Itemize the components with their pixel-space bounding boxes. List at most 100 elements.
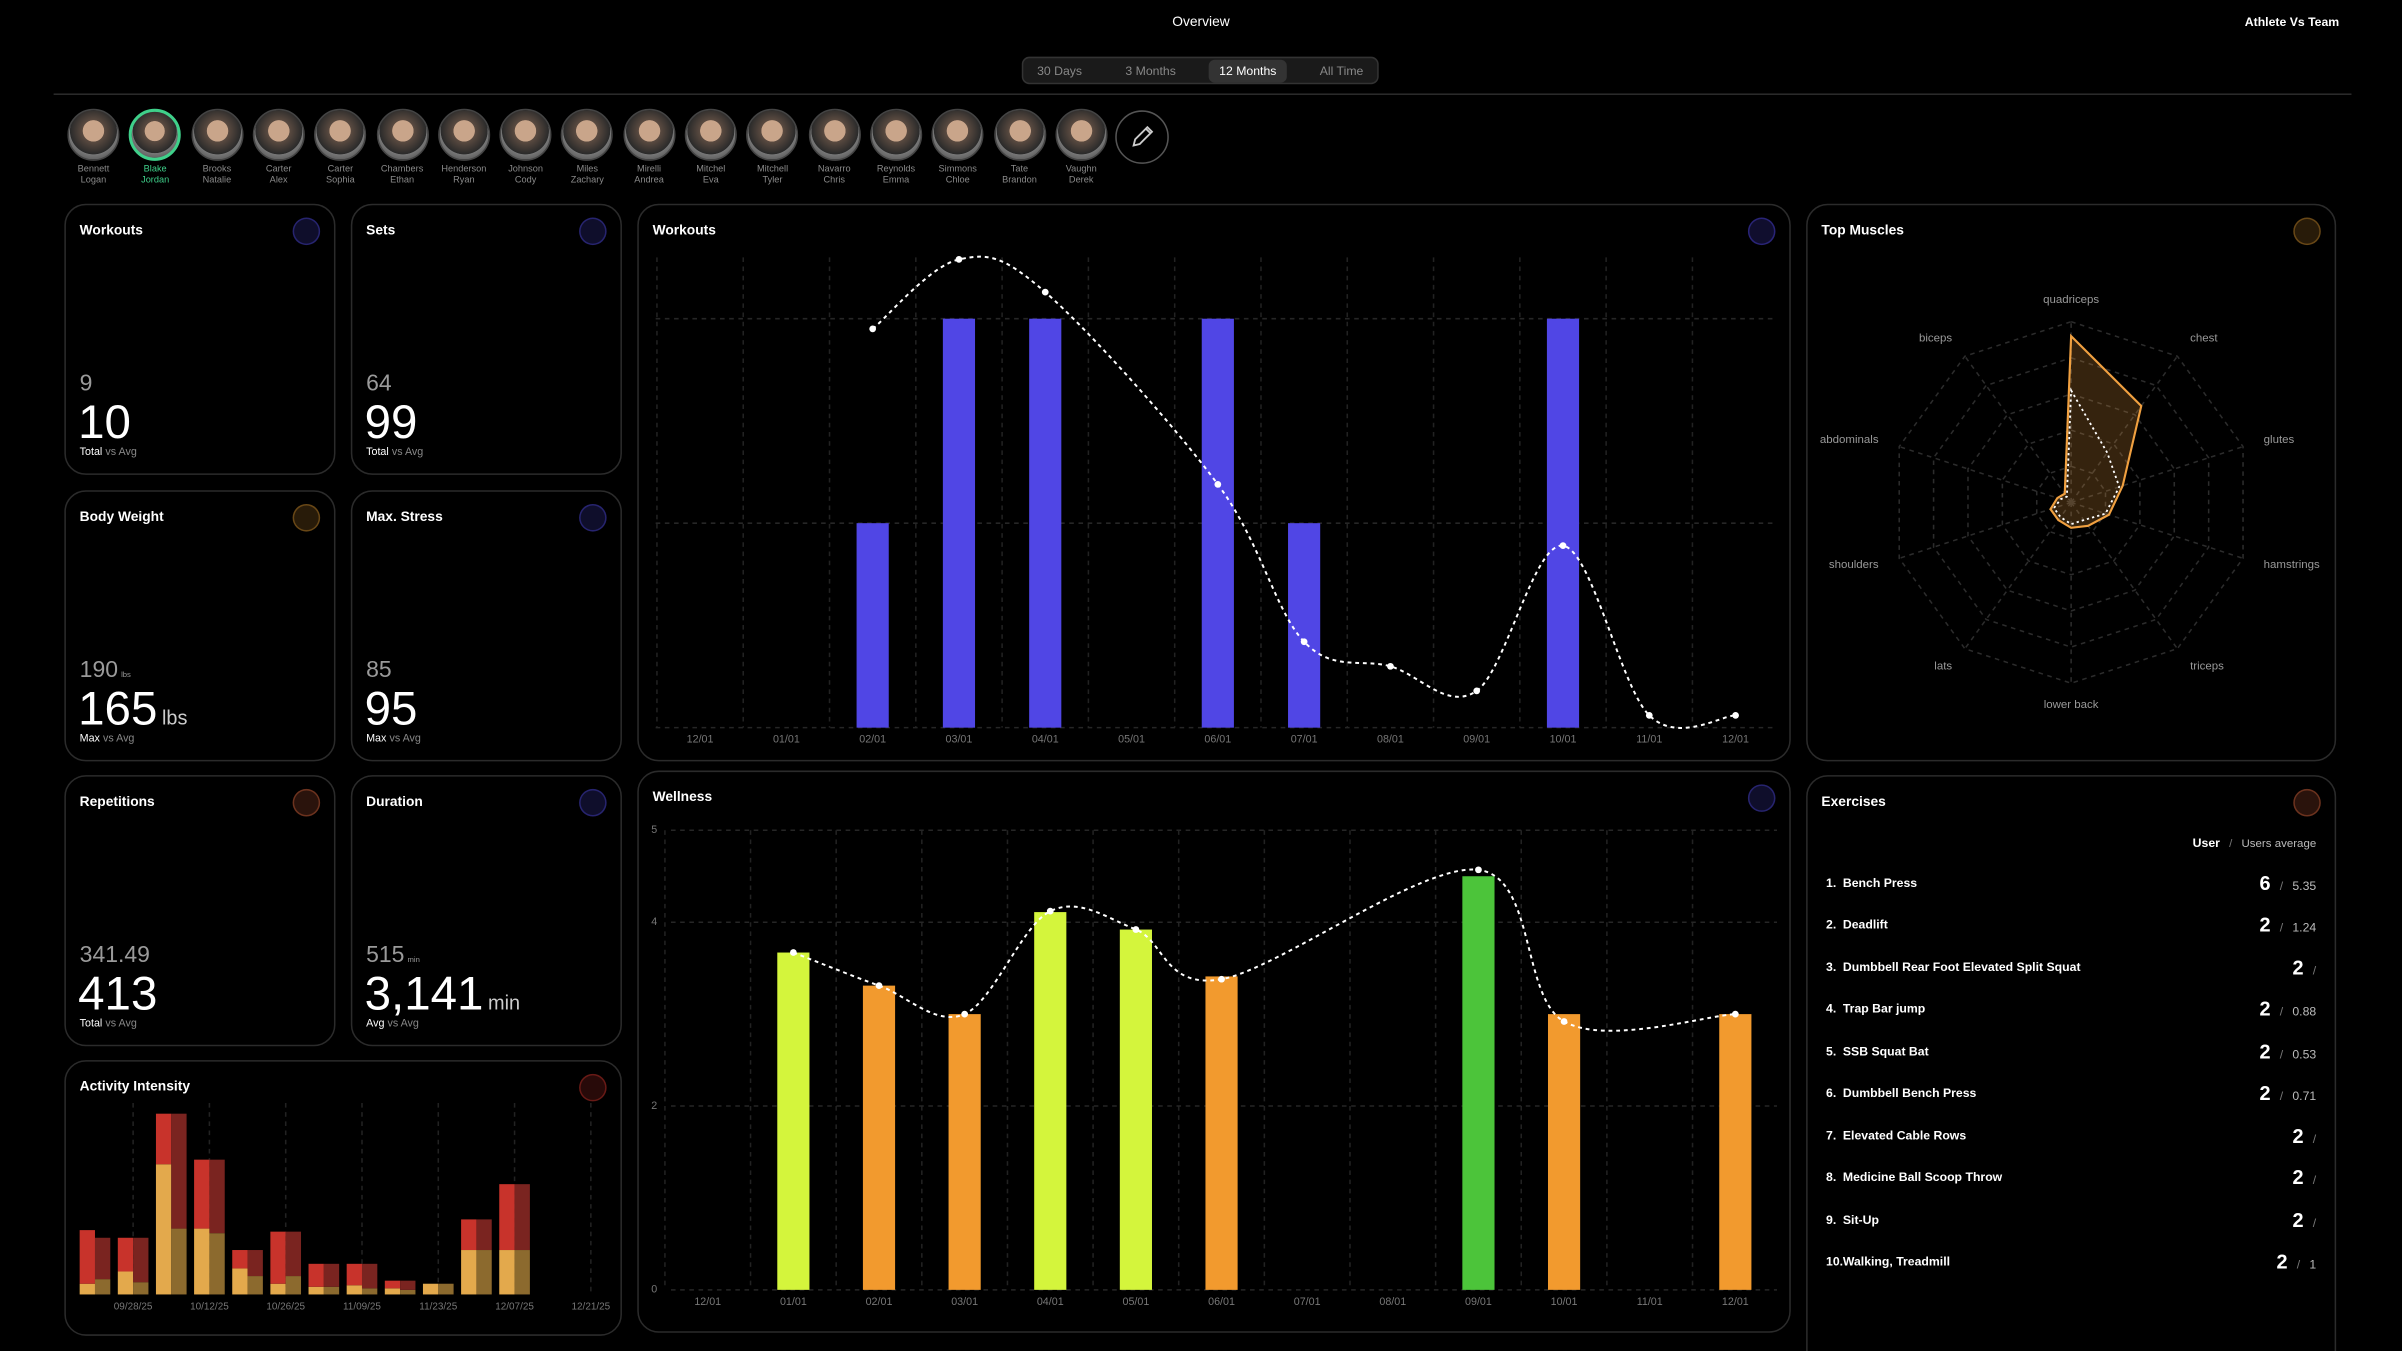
athlete[interactable]: Tate Brandon bbox=[989, 108, 1050, 187]
stat-value: 85 bbox=[366, 657, 392, 684]
card: Top Muscles bbox=[1806, 203, 2337, 762]
exercise-name: Walking, Treadmill bbox=[1842, 1254, 1951, 1269]
athlete-first-name: Chloe bbox=[945, 176, 970, 186]
card-icon bbox=[579, 788, 607, 817]
range-tab[interactable]: 12 Months bbox=[1208, 58, 1288, 82]
athlete[interactable]: Blake Jordan bbox=[125, 108, 186, 187]
exercise-row[interactable]: 6. Dumbbell Bench Press 2 / 0.71 bbox=[1826, 1081, 2316, 1106]
exercise-rank: 3. bbox=[1826, 959, 1837, 974]
athlete-first-name: Sophia bbox=[326, 176, 355, 186]
caption-tail: vs Avg bbox=[387, 1018, 419, 1030]
range-tab[interactable]: All Time bbox=[1319, 63, 1364, 78]
athlete[interactable]: Mitchel Eva bbox=[680, 108, 741, 187]
stat-caption: Max vs Avg bbox=[366, 734, 421, 745]
exercise-rank: 10. bbox=[1826, 1254, 1844, 1269]
exercise-row[interactable]: 1. Bench Press 6 / 5.35 bbox=[1826, 870, 2316, 895]
exercise-name: Dumbbell Rear Foot Elevated Split Squat bbox=[1842, 959, 2081, 974]
average-value: 0.71 bbox=[2292, 1089, 2317, 1103]
exercise-rank: 1. bbox=[1826, 875, 1837, 890]
card-title: Activity Intensity bbox=[79, 1078, 191, 1094]
athlete-first-name: Derek bbox=[1068, 176, 1094, 186]
average-value: 0.53 bbox=[2292, 1047, 2317, 1061]
exercise-row[interactable]: 3. Dumbbell Rear Foot Elevated Split Squa… bbox=[1826, 954, 2316, 979]
athlete[interactable]: Johnson Cody bbox=[495, 108, 556, 187]
exercise-name: Sit-Up bbox=[1842, 1212, 1879, 1227]
exercise-name: Bench Press bbox=[1842, 875, 1918, 890]
range-tabs: 30 Days 3 Months 12 Months All Time bbox=[1021, 56, 1379, 85]
card: Exercises User / Users average 1. Bench Press… bbox=[1806, 775, 2337, 1351]
athlete[interactable]: Bennett Logan bbox=[63, 108, 124, 187]
user-value: 2 bbox=[2292, 955, 2304, 979]
athlete-avatar bbox=[376, 108, 429, 161]
athlete[interactable]: Carter Sophia bbox=[310, 108, 371, 187]
exercise-row[interactable]: 9. Sit-Up 2/ bbox=[1826, 1207, 2316, 1232]
exercise-values: 2/ bbox=[2293, 1124, 2317, 1147]
athlete[interactable]: Henderson Ryan bbox=[433, 108, 494, 187]
caption-main: Max bbox=[366, 733, 387, 745]
athlete-last-name: Brooks bbox=[202, 165, 232, 175]
page-title: Overview bbox=[1172, 13, 1230, 30]
stat-caption: Total vs Avg bbox=[80, 447, 137, 458]
card: Duration 515 min 3,141 min Avg vs Avg bbox=[350, 775, 622, 1047]
caption-main: Avg bbox=[366, 1018, 385, 1030]
average-value: 5.35 bbox=[2292, 878, 2317, 893]
card: Sets 64 99 Total vs Avg bbox=[350, 203, 622, 475]
range-tab[interactable]: 30 Days bbox=[1037, 63, 1083, 78]
card-icon bbox=[579, 503, 607, 532]
edit-icon bbox=[1132, 125, 1154, 147]
athlete[interactable]: Reynolds Emma bbox=[865, 108, 926, 187]
athlete[interactable]: Chambers Ethan bbox=[371, 108, 432, 187]
athlete-last-name: Henderson bbox=[441, 165, 487, 175]
exercise-row[interactable]: 2. Deadlift 2 / 1.24 bbox=[1826, 912, 2316, 937]
athlete-first-name: Cody bbox=[514, 176, 537, 186]
exercise-name: Medicine Ball Scoop Throw bbox=[1842, 1170, 2003, 1185]
value-separator: / bbox=[2279, 1089, 2284, 1103]
athlete-first-name: Zachary bbox=[570, 176, 604, 186]
exercise-values: 2/ bbox=[2293, 955, 2317, 978]
user-value: 2 bbox=[2259, 1039, 2271, 1063]
athlete-avatar bbox=[746, 108, 799, 161]
athlete-last-name: Bennett bbox=[77, 165, 110, 175]
athlete[interactable]: Mirelli Andrea bbox=[618, 108, 679, 187]
mode-toggle[interactable]: Athlete Vs Team bbox=[2244, 15, 2340, 30]
card-title: Wellness bbox=[652, 788, 713, 805]
caption-main: Total bbox=[366, 447, 389, 459]
exercise-row[interactable]: 5. SSB Squat Bat 2 / 0.53 bbox=[1826, 1039, 2316, 1064]
exercise-name: Dumbbell Bench Press bbox=[1842, 1086, 1977, 1100]
exercise-row[interactable]: 8. Medicine Ball Scoop Throw 2/ bbox=[1826, 1165, 2316, 1190]
card: Repetitions 341.49 413 Total vs Avg bbox=[64, 775, 336, 1047]
athlete[interactable]: Simmons Chloe bbox=[927, 108, 988, 187]
athlete-last-name: Mitchel bbox=[696, 165, 726, 175]
athlete-first-name: Alex bbox=[269, 176, 288, 186]
athlete-first-name: Jordan bbox=[141, 176, 170, 186]
athlete[interactable]: Brooks Natalie bbox=[186, 108, 247, 187]
stat-primary: 10 bbox=[78, 395, 131, 450]
athlete-last-name: Blake bbox=[143, 165, 167, 175]
exercise-row[interactable]: 7. Elevated Cable Rows 2/ bbox=[1826, 1123, 2316, 1148]
athlete-first-name: Logan bbox=[80, 176, 107, 186]
stat-value: 190 bbox=[79, 657, 119, 684]
athlete-avatar bbox=[129, 108, 182, 161]
edit-button[interactable] bbox=[1115, 110, 1169, 164]
caption-tail: vs Avg bbox=[105, 1018, 137, 1030]
athlete[interactable]: Vaughn Derek bbox=[1051, 108, 1112, 187]
caption-main: Total bbox=[79, 447, 103, 459]
stat-primary: 95 bbox=[365, 682, 418, 737]
exercise-row[interactable]: 4. Trap Bar jump 2 / 0.88 bbox=[1826, 997, 2316, 1022]
card: Max. Stress 85 95 Max vs Avg bbox=[350, 490, 622, 762]
card-icon bbox=[2293, 217, 2321, 246]
athlete-first-name: Chris bbox=[823, 176, 845, 186]
athlete-avatar bbox=[931, 108, 984, 161]
exercise-row[interactable]: 10. Walking, Treadmill 2 / 1 bbox=[1826, 1249, 2316, 1274]
stat-secondary: 515 min bbox=[366, 942, 420, 968]
column-separator: / bbox=[2229, 836, 2233, 851]
athlete-last-name: Reynolds bbox=[876, 165, 916, 175]
athlete[interactable]: Carter Alex bbox=[248, 108, 309, 187]
athlete[interactable]: Navarro Chris bbox=[804, 108, 865, 187]
range-tab[interactable]: 3 Months bbox=[1125, 63, 1176, 78]
athlete[interactable]: Mitchell Tyler bbox=[742, 108, 803, 187]
athlete-last-name: Carter bbox=[265, 165, 292, 175]
athlete[interactable]: Miles Zachary bbox=[557, 108, 618, 187]
card-title: Workouts bbox=[652, 222, 716, 238]
athlete-avatar bbox=[623, 108, 676, 161]
